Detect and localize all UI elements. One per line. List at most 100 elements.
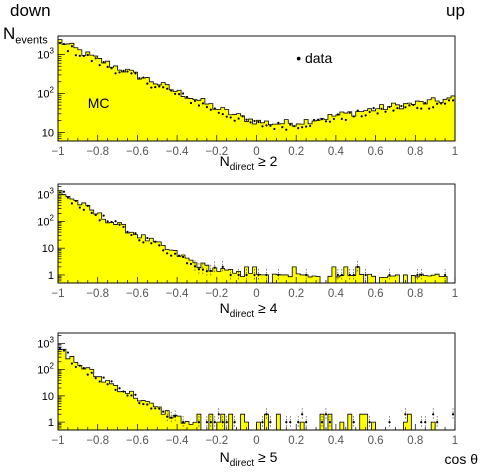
x-tick-label: 0.4 — [328, 146, 345, 158]
data-point — [451, 413, 455, 416]
data-point — [130, 233, 133, 237]
data-point — [265, 124, 268, 127]
mc-histogram — [57, 190, 455, 284]
x-tick-label: −0.6 — [126, 288, 149, 300]
data-point — [181, 92, 185, 95]
data-point — [213, 266, 216, 269]
data-point — [102, 60, 105, 64]
data-point — [170, 416, 173, 419]
data-point — [166, 87, 169, 90]
data-point — [336, 273, 339, 277]
data-point — [189, 101, 193, 105]
data-point — [102, 376, 105, 379]
x-tick-label: −1 — [51, 288, 64, 300]
y-tick-label: 102 — [37, 85, 54, 100]
data-point — [150, 242, 153, 245]
data-point — [380, 107, 383, 110]
data-point — [122, 69, 125, 72]
data-point — [404, 413, 407, 416]
mc-annotation: MC — [88, 95, 110, 111]
data-point — [217, 111, 220, 114]
data-point — [285, 128, 288, 131]
data-point — [142, 241, 145, 244]
data-point — [301, 413, 304, 416]
y-tick-label: 102 — [37, 213, 54, 228]
data-point — [122, 225, 125, 228]
data-point — [273, 127, 276, 131]
data-point — [221, 113, 224, 116]
data-point — [316, 118, 320, 121]
data-point — [162, 410, 165, 413]
data-point — [146, 236, 149, 240]
data-point — [265, 273, 268, 277]
data-point — [277, 273, 280, 277]
data-point — [118, 387, 121, 390]
data-point — [416, 273, 419, 277]
data-point — [404, 106, 407, 109]
data-point — [185, 262, 189, 265]
data-point — [225, 115, 228, 118]
x-tick-label: 0.6 — [368, 288, 384, 300]
data-point — [352, 273, 355, 277]
data-point — [78, 54, 81, 58]
x-tick-label: 0 — [253, 435, 259, 447]
data-point — [388, 273, 391, 277]
data-point — [205, 105, 208, 109]
data-point — [217, 413, 220, 416]
y-tick-label: 1 — [48, 270, 54, 282]
data-point — [150, 407, 153, 410]
data-point — [162, 249, 165, 252]
data-point — [289, 123, 292, 126]
x-axis-label: Ndirect ≥ 4 — [220, 300, 278, 320]
data-point — [297, 127, 300, 130]
x-tick-label: −0.8 — [86, 288, 109, 300]
data-point — [78, 364, 81, 367]
x-tick-label: −0.4 — [166, 435, 189, 447]
data-point — [229, 273, 232, 277]
x-tick-label: −0.6 — [126, 435, 149, 447]
x-axis-label: Ndirect ≥ 2 — [220, 153, 278, 173]
data-point — [98, 380, 101, 383]
data-point — [62, 190, 66, 193]
data-point — [396, 107, 399, 110]
data-point — [138, 402, 141, 405]
data-point — [70, 202, 73, 205]
data-point — [348, 273, 351, 277]
data-point — [376, 112, 379, 115]
mc-histogram — [57, 348, 455, 431]
data-point — [154, 240, 157, 243]
data-point — [170, 89, 173, 92]
data-point — [114, 388, 117, 391]
data-point — [400, 104, 403, 108]
data-point — [372, 107, 375, 110]
data-point — [324, 413, 328, 416]
x-tick-label: 0.6 — [368, 435, 384, 447]
y-axis-title-sub: events — [15, 34, 48, 47]
x-tick-label: −0.6 — [126, 146, 149, 158]
x-tick-label: 0.2 — [288, 146, 304, 158]
x-tick-label: 0.4 — [328, 288, 345, 300]
cos-theta-label: cos θ — [445, 451, 479, 467]
data-point — [158, 407, 161, 410]
y-tick-label: 103 — [37, 335, 54, 350]
data-point — [348, 111, 351, 114]
data-point — [328, 120, 332, 123]
data-point — [154, 407, 157, 410]
data-point — [170, 254, 173, 257]
data-point — [74, 54, 77, 57]
x-tick-label: −1 — [51, 435, 64, 447]
data-point — [90, 59, 93, 63]
data-point — [82, 208, 85, 211]
data-point — [364, 273, 367, 277]
data-point — [364, 114, 367, 117]
data-point — [98, 219, 101, 222]
data-point — [257, 273, 260, 277]
data-point — [420, 107, 423, 110]
data-point — [281, 126, 284, 129]
x-tick-label: −0.4 — [166, 146, 189, 158]
data-point — [340, 273, 343, 277]
data-point — [74, 365, 77, 369]
data-point — [138, 239, 141, 242]
data-point — [94, 213, 97, 217]
